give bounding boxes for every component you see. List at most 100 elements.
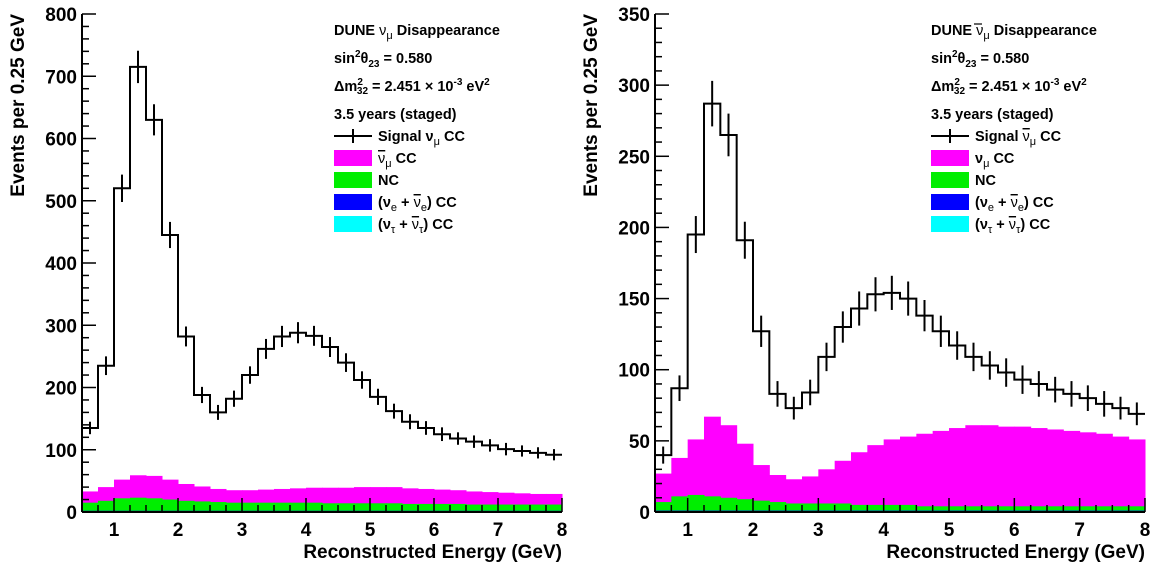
- exposure-label: 3.5 years (staged): [334, 107, 457, 123]
- stack-bar: [1096, 506, 1113, 512]
- y-axis-label: Events per 0.25 GeV: [581, 14, 602, 197]
- stack-bar: [818, 469, 836, 512]
- stack-bar: [402, 503, 419, 512]
- y-tick-label: 300: [618, 76, 650, 97]
- stack-bar: [98, 500, 115, 512]
- x-axis-label: Reconstructed Energy (GeV): [303, 542, 562, 563]
- stack-bar: [466, 504, 483, 512]
- x-tick-label: 4: [878, 520, 889, 541]
- stack-bar: [949, 428, 966, 512]
- stack-bar: [1030, 428, 1048, 512]
- y-tick-label: 100: [618, 361, 650, 382]
- x-tick-label: 3: [813, 520, 824, 541]
- stack-bar: [1112, 506, 1130, 512]
- stack-bar: [354, 503, 371, 512]
- x-tick-label: 1: [109, 520, 120, 541]
- stack-bar: [1047, 429, 1064, 512]
- stack-bar: [290, 502, 307, 512]
- stack-bar: [981, 506, 999, 512]
- legend-color-swatch: [931, 216, 969, 232]
- stack-bar: [322, 503, 339, 512]
- mixing-angle-label: sin2θ23 = 0.580: [334, 49, 432, 70]
- stack-bar: [338, 503, 355, 512]
- x-tick-label: 8: [1140, 520, 1151, 541]
- stack-bar: [210, 502, 227, 512]
- y-tick-label: 300: [45, 316, 77, 337]
- stack-bar: [498, 504, 515, 512]
- y-tick-label: 400: [45, 254, 77, 275]
- y-tick-label: 500: [45, 192, 77, 213]
- x-axis-label: Reconstructed Energy (GeV): [886, 542, 1145, 563]
- legend-color-swatch: [931, 172, 969, 188]
- stack-bar: [1079, 432, 1097, 512]
- legend-label: (νe + νe) CC: [975, 195, 1054, 214]
- stack-bar: [883, 504, 901, 512]
- y-tick-label: 150: [618, 290, 650, 311]
- stack-bar: [736, 499, 754, 512]
- x-tick-label: 2: [173, 520, 184, 541]
- x-tick-label: 6: [1009, 520, 1020, 541]
- x-tick-label: 4: [301, 520, 312, 541]
- stack-bar: [82, 502, 99, 512]
- x-tick-label: 5: [944, 520, 955, 541]
- exposure-label: 3.5 years (staged): [931, 107, 1054, 123]
- legend-label: νμ CC: [378, 151, 417, 170]
- stack-bar: [932, 506, 950, 512]
- legend-entry-2: νμ CC: [334, 150, 417, 170]
- stack-bar: [130, 497, 147, 512]
- stack-bar: [900, 504, 917, 512]
- stack-bar: [1014, 426, 1032, 512]
- legend-entry-4: (νe + νe) CC: [334, 194, 457, 214]
- stack-bar: [687, 439, 705, 512]
- stack-bar: [769, 502, 787, 512]
- signal-histogram-line: [82, 65, 562, 456]
- y-tick-label: 50: [629, 432, 650, 453]
- chart-title: DUNE νμ Disappearance: [931, 23, 1097, 42]
- legend-label: NC: [975, 173, 996, 189]
- stack-bar: [998, 426, 1015, 512]
- stack-bar: [306, 502, 323, 512]
- legend-color-swatch: [334, 150, 372, 166]
- x-tick-label: 5: [365, 520, 376, 541]
- y-tick-label: 600: [45, 130, 77, 151]
- legend-color-swatch: [334, 172, 372, 188]
- stack-bar: [162, 499, 179, 512]
- stack-bar: [867, 504, 885, 512]
- stack-bar: [932, 430, 950, 512]
- stack-bar: [546, 504, 563, 512]
- physics-annotations: DUNE νμ Disappearance sin2θ23 = 0.580 Δm2 3…: [931, 23, 1097, 123]
- stack-bar: [1128, 439, 1146, 512]
- stack-bar: [834, 460, 852, 512]
- stack-bar: [981, 425, 999, 512]
- stack-bar: [916, 433, 934, 512]
- x-ticks: 1 2 3 4 5 6 7 8: [81, 498, 568, 541]
- stack-bar: [851, 504, 868, 512]
- legend-label: (ντ + ντ) CC: [975, 217, 1051, 236]
- x-tick-label: 7: [493, 520, 504, 541]
- stack-bar: [1030, 506, 1048, 512]
- legend-label: (νe + νe) CC: [378, 195, 457, 214]
- stack-bar: [851, 452, 868, 512]
- chart-panel-1: 1 2 3 4 5 6 7 8 0 100 200 300 400 500 600 700 800 Reconst…: [8, 5, 567, 563]
- x-ticks: 1 2 3 4 5 6 7 8: [654, 498, 1151, 541]
- physics-annotations: DUNE νμ Disappearance sin2θ23 = 0.580 Δm2 3…: [334, 23, 500, 123]
- signal-histogram-line: [655, 102, 1145, 457]
- stack-bar: [530, 504, 547, 512]
- stack-bar: [242, 502, 259, 512]
- legend-entry-3: NC: [931, 172, 996, 189]
- stack-bar: [785, 503, 803, 512]
- legend-entry-5: (ντ + ντ) CC: [931, 216, 1051, 236]
- stack-bar: [450, 503, 467, 512]
- stack-bar: [1112, 436, 1130, 512]
- legend-entry-4: (νe + νe) CC: [931, 194, 1054, 214]
- stack-bar: [720, 497, 738, 512]
- stack-bar: [704, 416, 721, 512]
- stack-bar: [883, 439, 901, 512]
- stack-bar: [736, 443, 754, 512]
- y-ticks: 0 50 100 150 200 250 300 350: [618, 5, 669, 524]
- x-tick-label: 8: [557, 520, 568, 541]
- stack-bar: [753, 465, 770, 512]
- stack-bar: [965, 506, 983, 512]
- stack-bar: [867, 445, 885, 512]
